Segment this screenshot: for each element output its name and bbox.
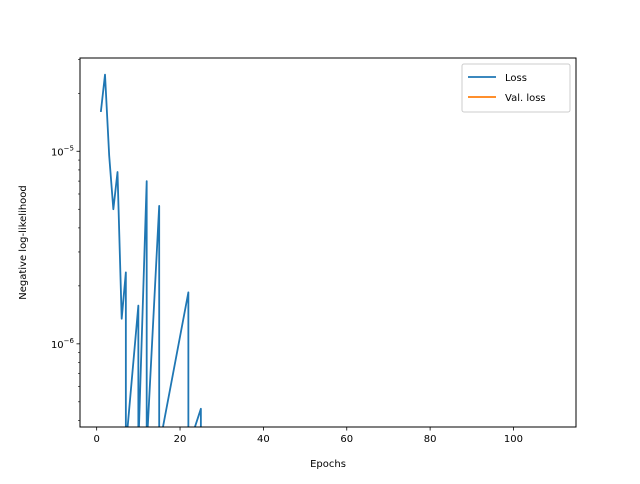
- legend-label: Val. loss: [505, 93, 546, 104]
- series-line-0: [99, 73, 202, 427]
- x-axis: 0 20 40 60 80 100: [93, 427, 523, 445]
- plot-area-frame: [79, 57, 577, 428]
- x-axis-label: Epochs: [310, 459, 346, 470]
- x-tick-label: 60: [340, 434, 353, 445]
- y-tick-label: 10−6: [51, 337, 75, 351]
- x-tick-label: 0: [93, 434, 99, 445]
- y-tick-label: 10−5: [51, 144, 74, 158]
- x-tick-label: 40: [257, 434, 270, 445]
- y-axis: 10−6 10−5: [51, 59, 80, 421]
- legend-label: Loss: [505, 73, 527, 84]
- series-layer: [99, 73, 202, 427]
- x-tick-label: 20: [174, 434, 187, 445]
- x-tick-label: 80: [424, 434, 437, 445]
- x-tick-label: 100: [504, 434, 523, 445]
- legend: Loss Val. loss: [461, 63, 571, 113]
- y-axis-label: Negative log-likelihood: [18, 185, 29, 300]
- legend-box: [461, 63, 571, 113]
